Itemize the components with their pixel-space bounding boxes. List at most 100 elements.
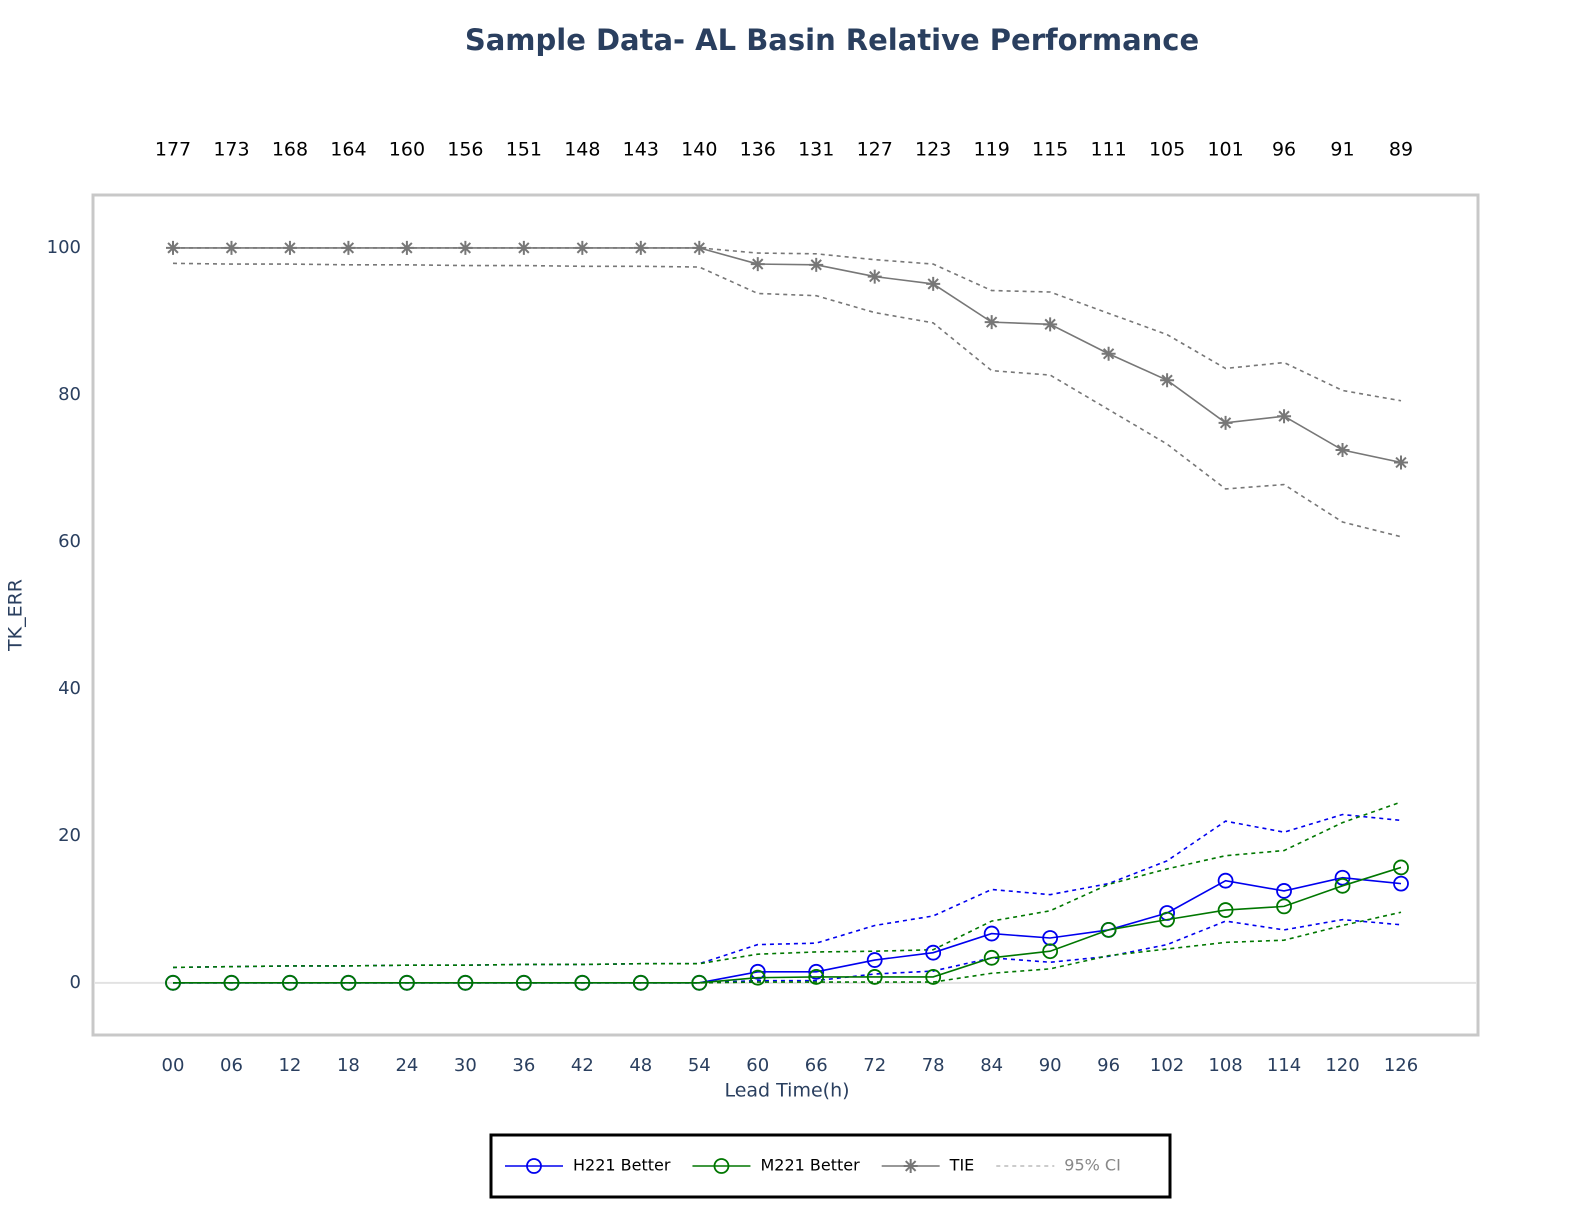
ci-line [172,801,1402,969]
marker [516,240,531,255]
count-label: 105 [1149,139,1185,161]
count-label: 91 [1330,139,1354,161]
marker [691,974,708,991]
legend-marker [713,1158,730,1174]
marker [632,974,649,991]
x-tick-label: 12 [278,1055,301,1076]
marker [1101,346,1116,361]
legend-marker [903,1159,918,1173]
y-tick-label: 0 [70,972,81,993]
count-label: 127 [857,139,893,161]
x-tick-label: 24 [395,1055,418,1076]
marker [515,974,532,991]
count-label: 143 [623,139,659,161]
marker [749,963,766,980]
x-tick-label: 126 [1384,1055,1418,1076]
x-tick-label: 84 [980,1055,1003,1076]
legend-label: M221 Better [760,1156,860,1175]
marker [926,276,941,291]
marker [1335,443,1350,458]
legend-label: TIE [949,1156,975,1175]
ci-line [173,911,1402,984]
x-tick-label: 72 [863,1055,886,1076]
marker [399,240,414,255]
count-label: 123 [915,139,951,161]
marker [1393,859,1409,876]
count-label: 111 [1090,139,1126,161]
marker [1043,317,1058,332]
marker [282,974,298,991]
ci-line [172,813,1402,969]
count-label: 89 [1389,139,1413,161]
x-tick-label: 30 [454,1055,477,1076]
marker [340,974,357,991]
x-tick-label: 78 [922,1055,945,1076]
legend-label: 95% CI [1064,1156,1121,1175]
legend [489,1133,1172,1199]
marker [808,969,825,985]
marker [1159,911,1175,928]
marker [983,949,1000,966]
marker [925,944,942,961]
count-label: 156 [447,139,483,161]
marker [633,240,648,255]
ci-line [173,918,1402,984]
count-label: 160 [389,139,425,161]
x-tick-label: 60 [746,1055,769,1076]
marker [1276,883,1292,899]
marker [399,974,415,991]
x-tick-label: 42 [571,1055,594,1076]
marker [808,963,825,980]
count-label: 177 [155,139,191,161]
legend-item[interactable]: M221 Better [692,1156,860,1175]
count-label: 115 [1032,139,1068,161]
x-tick-label: 90 [1039,1055,1062,1076]
marker [1100,922,1117,938]
y-tick-label: 40 [58,678,81,699]
count-label: 168 [272,139,308,161]
count-label: 131 [798,139,834,161]
x-axis-title: Lead Time(h) [724,1080,849,1102]
y-tick-label: 20 [58,825,81,846]
x-tick-label: 06 [220,1055,243,1076]
marker [1042,943,1059,960]
marker [925,969,942,985]
x-tick-label: 36 [512,1055,535,1076]
marker [224,240,239,255]
marker [1277,409,1292,424]
marker [1217,872,1234,889]
marker [983,925,1000,942]
plot-frame [91,193,1480,1037]
series-line [173,876,1402,984]
marker [809,257,824,272]
marker [1218,415,1233,430]
x-tick-label: 48 [629,1055,652,1076]
y-tick-label: 60 [58,531,81,552]
marker [1334,869,1351,886]
y-axis-title: TK_ERR [5,579,27,652]
count-label: 164 [330,139,366,161]
marker [457,974,474,991]
series-line [173,866,1402,984]
legend-marker [526,1158,542,1174]
marker [866,969,883,985]
legend-item[interactable]: H221 Better [505,1156,671,1175]
marker [166,240,180,255]
count-label: 148 [564,139,600,161]
marker [866,952,883,968]
count-label: 151 [506,139,542,161]
x-tick-label: 102 [1150,1055,1184,1076]
marker [1394,455,1408,470]
x-tick-label: 00 [162,1055,185,1076]
x-tick-label: 54 [688,1055,711,1076]
legend-item[interactable]: TIE [881,1156,975,1175]
marker [1393,875,1409,892]
marker [867,269,882,284]
ci-line [173,247,1402,402]
marker [575,240,590,255]
count-label: 136 [740,139,776,161]
marker [574,974,591,991]
legend-item[interactable]: 95% CI [996,1156,1121,1175]
count-label: 140 [681,139,717,161]
